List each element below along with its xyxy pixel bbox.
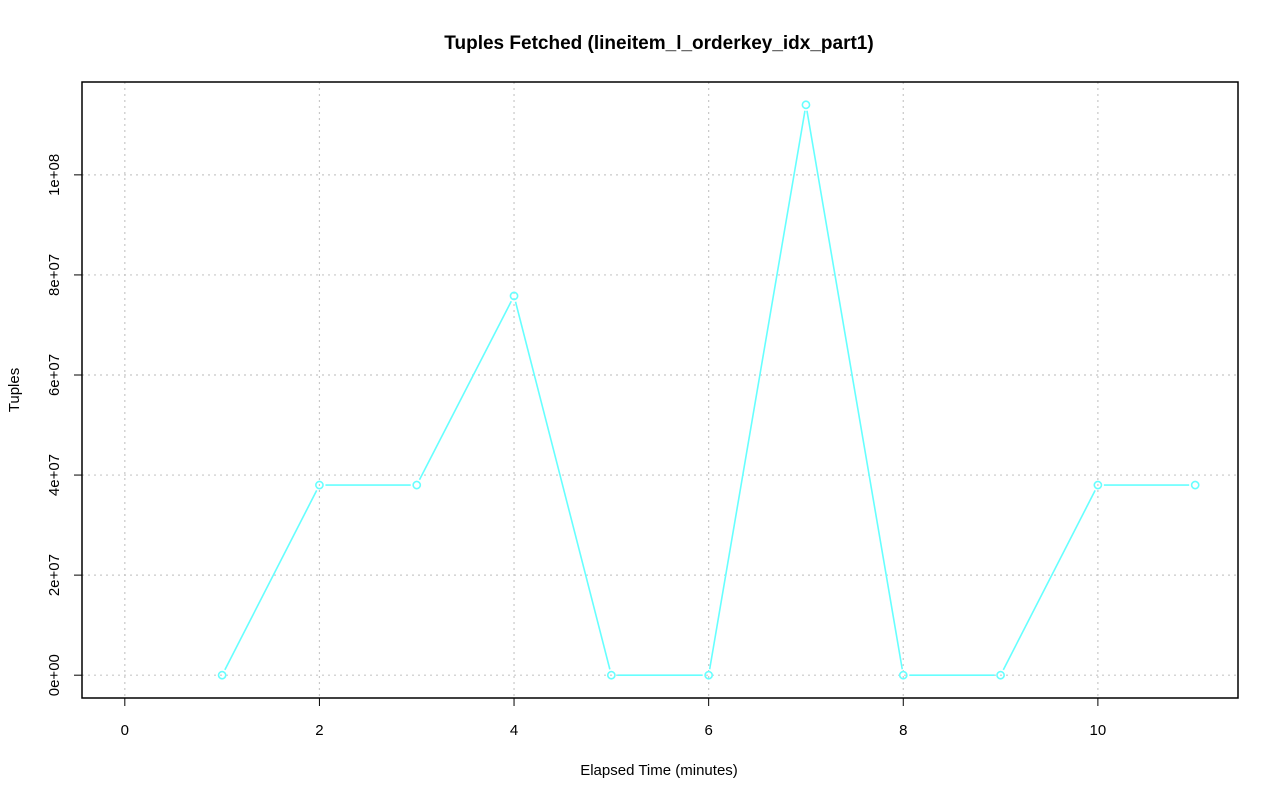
data-point xyxy=(1093,480,1103,490)
series-segment xyxy=(708,110,806,670)
x-tick-label: 0 xyxy=(121,722,129,739)
data-point xyxy=(996,670,1005,680)
y-tick-label: 4e+07 xyxy=(46,454,63,496)
x-tick-label: 2 xyxy=(315,722,323,739)
y-tick-label: 1e+08 xyxy=(46,154,63,196)
data-point xyxy=(315,480,324,490)
series-segment xyxy=(1002,490,1096,671)
series-segment xyxy=(224,490,318,671)
series-segment xyxy=(418,300,513,481)
series-segment xyxy=(514,301,611,670)
x-axis-label: Elapsed Time (minutes) xyxy=(580,762,738,779)
data-point xyxy=(898,670,908,680)
data-point xyxy=(509,291,519,301)
y-tick-label: 0e+00 xyxy=(46,654,63,696)
data-point xyxy=(412,480,422,490)
x-tick-label: 6 xyxy=(704,722,712,739)
axes: 0 2 4 6 8 10 0e+00 2e+07 4e+07 6e+07 8e+07 1e+08 xyxy=(46,154,1106,739)
x-tick-label: 8 xyxy=(899,722,907,739)
x-tick-label: 4 xyxy=(510,722,518,739)
data-point xyxy=(606,670,616,680)
chart-title: Tuples Fetched (lineitem_l_orderkey_idx_… xyxy=(444,33,873,54)
series-layer xyxy=(217,100,1200,680)
grid-lines xyxy=(82,82,1238,698)
data-point xyxy=(801,100,811,110)
series-segment xyxy=(806,110,904,670)
data-point xyxy=(217,670,227,680)
y-axis-label: Tuples xyxy=(6,368,23,412)
y-tick-label: 8e+07 xyxy=(46,254,63,296)
data-point xyxy=(704,670,714,680)
x-tick-label: 10 xyxy=(1090,722,1107,739)
y-tick-label: 6e+07 xyxy=(46,354,63,396)
y-tick-label: 2e+07 xyxy=(46,554,63,596)
data-point xyxy=(1190,480,1200,490)
